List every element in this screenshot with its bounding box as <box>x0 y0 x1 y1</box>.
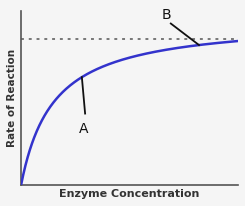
X-axis label: Enzyme Concentration: Enzyme Concentration <box>59 189 200 199</box>
Text: B: B <box>162 8 171 22</box>
Text: A: A <box>79 122 89 136</box>
Y-axis label: Rate of Reaction: Rate of Reaction <box>7 49 17 147</box>
